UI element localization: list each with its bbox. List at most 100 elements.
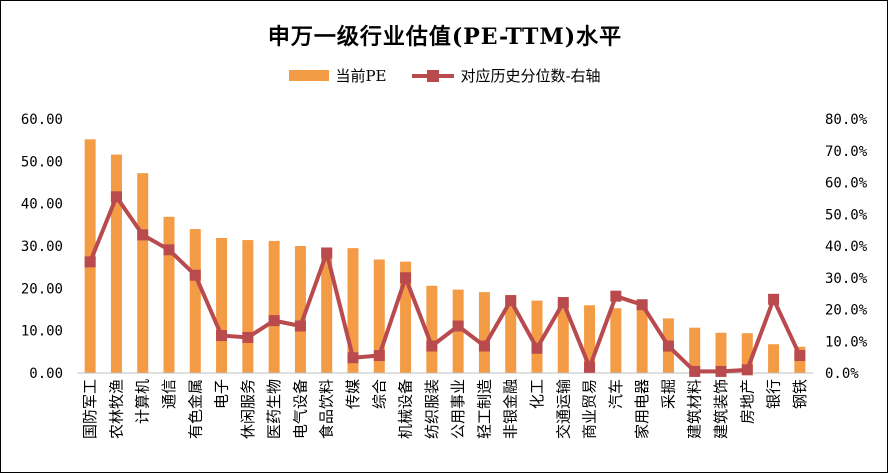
point-percentile [452,320,464,332]
y-left-tick-label: 60.00 [21,112,63,128]
x-category-label: 房地产 [738,379,756,424]
point-percentile [347,352,359,364]
bar-pe [347,248,359,373]
y-left-tick-label: 0.00 [29,366,63,382]
legend-label-pe: 当前PE [335,67,387,85]
point-percentile [426,340,438,352]
bar-pe [373,259,385,373]
bar-pe [110,154,122,373]
y-left-tick-label: 20.00 [21,281,63,297]
x-category-label: 汽车 [607,379,625,409]
point-percentile [137,229,149,241]
point-percentile [741,364,753,376]
x-category-label: 纺织服装 [423,379,441,439]
point-percentile [557,297,569,309]
legend-swatch-bar [289,70,330,81]
point-percentile [662,340,674,352]
bar-pe [294,246,306,373]
x-category-label: 采掘 [659,379,677,409]
x-category-label: 电子 [213,379,231,409]
bar-pe [478,292,490,373]
bar-pe [768,344,780,373]
point-percentile [84,256,96,268]
bar-pe [321,247,333,373]
point-percentile [768,293,780,305]
bar-pe [400,261,412,373]
bar-pe [689,327,701,373]
y-left-tick-label: 40.00 [21,197,63,213]
y-left-tick-label: 30.00 [21,239,63,255]
x-category-label: 非银金融 [502,379,520,439]
point-percentile [216,330,228,342]
x-category-label: 家用电器 [633,379,651,439]
bar-pe [163,216,175,373]
bar-pe [636,301,648,373]
x-category-label: 轻工制造 [475,379,493,439]
point-percentile [163,244,175,256]
x-category-label: 建筑材料 [686,379,704,439]
x-category-label: 钢铁 [791,379,809,409]
point-percentile [689,365,701,377]
point-percentile [610,290,622,302]
point-percentile [268,315,280,327]
point-percentile [242,331,254,343]
x-category-label: 机械设备 [397,379,415,439]
x-category-label: 化工 [528,379,546,409]
y-right-tick-label: 20.0% [825,303,868,319]
y-right-tick-label: 70.0% [825,144,868,160]
bar-pe [610,308,622,373]
point-percentile [478,340,490,352]
y-right-tick-label: 40.0% [825,239,868,255]
bar-pe [84,139,96,373]
chart-title: 申万一级行业估值(PE-TTM)水平 [267,24,623,50]
point-percentile [400,272,412,284]
x-category-label: 休闲服务 [239,379,257,439]
x-category-label: 综合 [370,379,388,409]
point-percentile [321,247,333,259]
x-category-label: 通信 [160,379,178,409]
y-right-tick-label: 80.0% [825,112,868,128]
legend-label-percentile: 对应历史分位数-右轴 [460,67,601,85]
point-percentile [531,342,543,354]
bar-pe [189,229,201,373]
bar-pe [216,237,228,373]
x-category-label: 建筑装饰 [712,379,730,439]
x-category-label: 食品饮料 [318,379,336,439]
bar-pe [137,173,149,373]
x-category-label: 医药生物 [265,379,283,439]
y-right-tick-label: 50.0% [825,207,868,223]
bar-pe [531,300,543,373]
point-percentile [636,299,648,311]
bar-pe [584,305,596,373]
y-right-tick-label: 0.0% [825,366,859,382]
point-percentile [373,350,385,362]
legend: 当前PE 对应历史分位数-右轴 [1,65,887,86]
point-percentile [110,191,122,203]
bar-pe [505,295,517,373]
legend-swatch-line [412,69,455,83]
point-percentile [794,350,806,362]
x-category-label: 电气设备 [291,379,309,439]
point-percentile [584,361,596,373]
y-right-tick-label: 10.0% [825,334,868,350]
bar-pe [741,333,753,373]
y-right-tick-label: 30.0% [825,271,868,287]
bar-pe [715,332,727,373]
bar-pe [242,240,254,373]
x-category-label: 交通运输 [554,379,572,439]
y-left-tick-label: 50.00 [21,154,63,170]
point-percentile [294,320,306,332]
bar-pe [268,240,280,373]
x-category-label: 传媒 [344,379,362,409]
point-percentile [505,295,517,307]
point-percentile [715,365,727,377]
y-right-tick-label: 60.0% [825,176,868,192]
legend-item-pe: 当前PE [289,65,386,86]
x-category-label: 有色金属 [186,379,204,439]
legend-item-percentile: 对应历史分位数-右轴 [412,65,601,86]
bar-pe [557,300,569,373]
point-percentile [189,269,201,281]
x-category-label: 农林牧渔 [107,379,125,439]
